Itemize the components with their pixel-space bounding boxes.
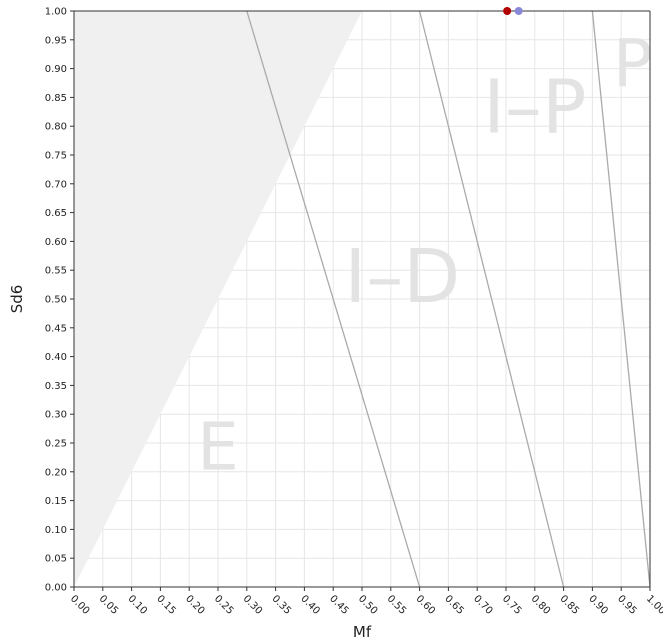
y-tick-label: 1.00 xyxy=(45,7,67,18)
y-tick-label: 0.00 xyxy=(45,583,67,594)
x-tick-label: 0.80 xyxy=(529,593,553,617)
y-tick-label: 0.65 xyxy=(45,208,67,219)
y-tick-label: 0.15 xyxy=(45,496,67,507)
y-tick-label: 0.90 xyxy=(45,64,67,75)
y-tick-label: 0.40 xyxy=(45,352,67,363)
x-tick-label: 0.65 xyxy=(442,593,466,617)
x-tick-label: 0.35 xyxy=(269,593,293,617)
axis-layer xyxy=(70,10,651,591)
y-tick-label: 0.45 xyxy=(45,323,67,334)
y-tick-label: 0.80 xyxy=(45,122,67,133)
y-tick-label: 0.35 xyxy=(45,381,67,392)
x-tick-label: 0.25 xyxy=(212,593,236,617)
x-tick-label: 0.40 xyxy=(298,593,322,617)
y-tick-label: 0.70 xyxy=(45,179,67,190)
region-label: I–P xyxy=(483,64,586,150)
y-tick-label: 0.75 xyxy=(45,151,67,162)
x-tick-label: 0.50 xyxy=(356,593,380,617)
data-point xyxy=(514,7,523,15)
x-tick-label: 0.55 xyxy=(385,593,409,617)
x-tick-label: 0.70 xyxy=(471,593,495,617)
region-label: P xyxy=(613,26,653,103)
region-label: E xyxy=(197,409,239,486)
region-label: I–D xyxy=(344,234,460,320)
boundary-line xyxy=(246,10,421,588)
y-tick-label: 0.95 xyxy=(45,35,67,46)
data-point xyxy=(503,7,512,15)
x-tick-label: 0.60 xyxy=(413,593,437,617)
x-tick-label: 0.20 xyxy=(183,593,207,617)
x-tick-label: 0.75 xyxy=(500,593,524,617)
y-tick-label: 0.30 xyxy=(45,410,67,421)
boundary-line xyxy=(591,10,651,588)
y-tick-label: 0.20 xyxy=(45,467,67,478)
x-tick-label: 0.15 xyxy=(154,593,178,617)
x-tick-label: 0.45 xyxy=(327,593,351,617)
tick-label-layer: 0.00 0.05 0.10 0.15 0.20 0.25 0.30 0.35 0.40 0.45… xyxy=(45,7,663,617)
y-tick-label: 0.25 xyxy=(45,439,67,450)
x-tick-label: 0.85 xyxy=(557,593,581,617)
x-tick-label: 0.90 xyxy=(586,593,610,617)
x-axis-title: Mf xyxy=(353,623,372,641)
boundary-line xyxy=(418,10,565,588)
x-tick-label: 0.30 xyxy=(241,593,265,617)
x-tick-label: 0.00 xyxy=(68,593,92,617)
boundary-line-layer xyxy=(246,10,651,588)
y-tick-label: 0.05 xyxy=(45,554,67,565)
y-tick-label: 0.55 xyxy=(45,266,67,277)
data-point-layer xyxy=(503,7,523,15)
x-tick-label: 0.05 xyxy=(97,593,121,617)
x-tick-label: 1.00 xyxy=(644,593,663,617)
y-tick-label: 0.50 xyxy=(45,295,67,306)
y-tick-label: 0.60 xyxy=(45,237,67,248)
x-tick-label: 0.10 xyxy=(125,593,149,617)
y-tick-label: 0.85 xyxy=(45,93,67,104)
x-tick-label: 0.95 xyxy=(615,593,639,617)
region-label-layer: E I–D I–P P xyxy=(197,26,652,486)
y-axis-title: Sd6 xyxy=(8,285,26,314)
y-tick-label: 0.10 xyxy=(45,525,67,536)
